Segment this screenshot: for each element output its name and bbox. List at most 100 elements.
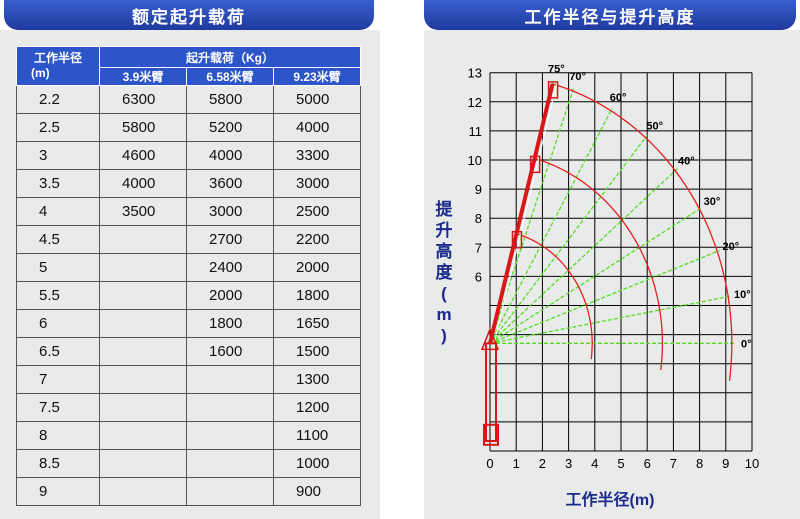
crane-pivot <box>480 327 500 351</box>
load-cell: 1650 <box>273 309 361 338</box>
load-cell <box>186 477 274 506</box>
load-cell: 1800 <box>186 309 274 338</box>
col-header-6.58m: 6.58米臂 <box>186 67 274 86</box>
y-axis-label-char: ( <box>441 284 447 303</box>
load-cell <box>99 421 187 450</box>
radius-cell: 4.5 <box>16 225 100 254</box>
x-tick-label: 6 <box>644 456 651 471</box>
load-cell: 3300 <box>273 141 361 170</box>
radius-cell: 5 <box>16 253 100 282</box>
load-table: 工作半径 (m) 起升载荷（Kg） 3.9米臂 6.58米臂 9.23米臂 2.… <box>16 46 361 506</box>
load-cell: 3000 <box>186 197 274 226</box>
crane-boom-section <box>529 155 541 174</box>
table-row: 7.5 1200 <box>16 393 361 422</box>
load-cell: 6300 <box>99 85 187 114</box>
y-axis-label-char: 提 <box>436 200 454 219</box>
y-tick-label: 9 <box>475 182 482 197</box>
radius-cell: 7 <box>16 365 100 394</box>
angle-line <box>489 249 720 344</box>
table-row: 4.5 2700 2200 <box>16 225 361 254</box>
x-tick-label: 10 <box>745 456 759 471</box>
load-cell: 3600 <box>186 169 274 198</box>
load-cell: 1000 <box>273 449 361 478</box>
load-cell: 5800 <box>99 113 187 142</box>
radius-cell: 6.5 <box>16 337 100 366</box>
load-cell <box>99 225 187 254</box>
radius-header-line2: (m) <box>31 66 50 80</box>
load-cell <box>99 253 187 282</box>
y-axis-label-char: m <box>436 305 451 324</box>
load-cell: 2400 <box>186 253 274 282</box>
angle-line <box>489 295 731 344</box>
y-tick-label: 13 <box>468 66 482 81</box>
load-cell <box>99 337 187 366</box>
radius-cell: 3 <box>16 141 100 170</box>
table-row: 7 1300 <box>16 365 361 394</box>
col-header-9.23m: 9.23米臂 <box>273 67 361 86</box>
table-row: 8.5 1000 <box>16 449 361 478</box>
radius-cell: 2.5 <box>16 113 100 142</box>
table-row: 4 3500 3000 2500 <box>16 197 361 226</box>
y-tick-label: 11 <box>469 124 483 139</box>
load-cell: 5200 <box>186 113 274 142</box>
angle-line <box>489 134 648 344</box>
crane-base <box>483 423 499 446</box>
table-row: 2.2 6300 5800 5000 <box>16 85 361 114</box>
load-cell <box>186 449 274 478</box>
table-row: 5 2400 2000 <box>16 253 361 282</box>
table-row: 5.5 2000 1800 <box>16 281 361 310</box>
load-cell <box>186 421 274 450</box>
table-row: 9 900 <box>16 477 361 506</box>
y-axis-label-char: 高 <box>436 241 453 261</box>
x-tick-label: 9 <box>722 456 729 471</box>
load-cell: 1500 <box>273 337 361 366</box>
load-cell: 3000 <box>273 169 361 198</box>
load-cell <box>99 281 187 310</box>
load-cell: 2000 <box>273 253 361 282</box>
x-tick-label: 8 <box>696 456 703 471</box>
load-cell: 1200 <box>273 393 361 422</box>
y-axis-label-char: 度 <box>436 262 454 282</box>
load-cell <box>186 393 274 422</box>
envelope-arc <box>534 157 664 371</box>
crane-boom-highlight <box>493 83 558 344</box>
radius-cell: 7.5 <box>16 393 100 422</box>
angle-label: 10° <box>734 289 751 301</box>
load-cell: 5000 <box>273 85 361 114</box>
crane-column <box>485 342 497 442</box>
load-cell: 2200 <box>273 225 361 254</box>
load-cell: 1300 <box>273 365 361 394</box>
load-header: 起升载荷（Kg） <box>99 46 361 68</box>
col-header-3.9m: 3.9米臂 <box>99 67 187 86</box>
load-cell: 900 <box>273 477 361 506</box>
crane-boom-section <box>511 230 523 249</box>
load-cell <box>99 365 187 394</box>
x-tick-label: 0 <box>486 456 493 471</box>
radius-cell: 8 <box>16 421 100 450</box>
x-tick-label: 7 <box>670 456 677 471</box>
load-cell: 4600 <box>99 141 187 170</box>
load-cell: 5800 <box>186 85 274 114</box>
load-cell: 2700 <box>186 225 274 254</box>
load-cell <box>99 309 187 338</box>
load-cell: 1800 <box>273 281 361 310</box>
chart-grid <box>489 72 753 452</box>
y-tick-label: 6 <box>475 269 482 284</box>
table-row: 3 4600 4000 3300 <box>16 141 361 170</box>
load-table-body: 2.2 6300 5800 5000 2.5 5800 5200 4000 3 4600 4000 3… <box>16 85 361 506</box>
radius-height-chart: 0°10°20°30°40°50°60°70°75° 0 1 2 3 4 5 6 7 8 9 106… <box>436 63 760 509</box>
load-cell: 4000 <box>273 113 361 142</box>
radius-header-line1: 工作半径 <box>33 51 82 65</box>
angle-label: 50° <box>646 120 663 132</box>
load-cell: 2000 <box>186 281 274 310</box>
x-axis-label: 工作半径(m) <box>566 490 655 509</box>
crane-boom-drawing <box>480 81 559 446</box>
load-cell <box>99 477 187 506</box>
angle-label: 70° <box>569 71 586 83</box>
table-row: 6.5 1600 1500 <box>16 337 361 366</box>
x-tick-label: 1 <box>513 456 520 471</box>
y-tick-label: 7 <box>475 240 482 255</box>
crane-boom <box>488 83 555 344</box>
lift-envelope-arcs <box>516 83 733 381</box>
